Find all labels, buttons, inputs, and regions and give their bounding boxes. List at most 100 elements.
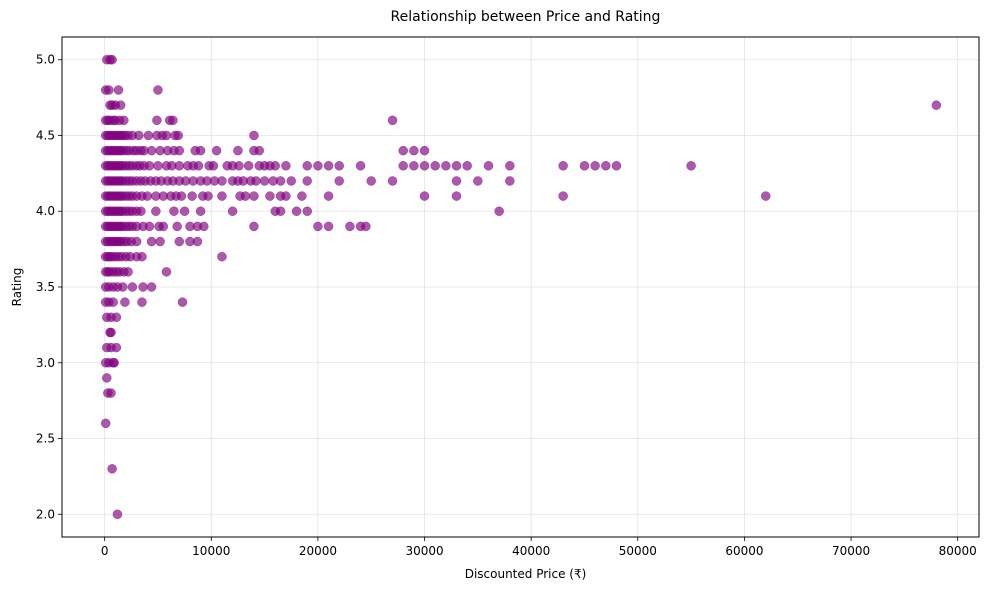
y-tick-label: 5.0 [36, 53, 55, 67]
data-point [137, 251, 147, 262]
data-point [398, 145, 408, 156]
data-point [275, 206, 286, 216]
data-point [686, 161, 696, 171]
data-point [106, 388, 116, 398]
data-point [151, 206, 161, 216]
data-point [177, 297, 188, 307]
data-point [158, 221, 169, 232]
x-tick-label: 80000 [939, 544, 977, 558]
data-point [112, 509, 123, 520]
data-point [153, 85, 163, 95]
x-tick-label: 60000 [725, 544, 763, 558]
data-point [286, 176, 296, 186]
data-point [138, 282, 148, 292]
data-point [345, 221, 355, 232]
data-point [451, 161, 462, 171]
data-point [281, 191, 291, 201]
data-point [419, 191, 430, 201]
data-point [193, 161, 204, 171]
data-point [104, 85, 114, 95]
data-point [243, 161, 254, 171]
data-point [275, 176, 286, 186]
data-point [398, 161, 408, 171]
y-tick-label: 2.0 [36, 507, 55, 521]
data-point [451, 176, 462, 186]
data-point [161, 130, 172, 141]
data-point [127, 282, 138, 292]
data-point [760, 191, 771, 201]
data-point [208, 161, 219, 171]
data-point [106, 327, 116, 338]
data-point [152, 115, 162, 126]
data-point [281, 161, 291, 171]
data-point [174, 161, 185, 171]
data-point [136, 206, 146, 216]
data-point [419, 161, 430, 171]
data-point [142, 191, 153, 201]
data-point [199, 221, 209, 232]
data-point [107, 54, 117, 65]
data-point [254, 145, 265, 156]
data-point [227, 206, 238, 216]
data-point [102, 373, 112, 383]
data-point [505, 176, 515, 186]
data-point [217, 251, 227, 262]
data-point [505, 161, 515, 171]
y-tick-label: 3.0 [36, 356, 55, 370]
data-point [168, 115, 178, 126]
data-point [249, 130, 259, 141]
y-axis-ticks: 2.0 2.5 3.0 3.5 4.0 4.5 5.0 [36, 53, 62, 521]
data-point [146, 282, 157, 292]
x-tick-label: 40000 [512, 544, 550, 558]
data-point [146, 236, 157, 247]
data-point [179, 206, 190, 216]
data-point [601, 161, 611, 171]
x-tick-label: 30000 [405, 544, 443, 558]
data-point [211, 145, 222, 156]
data-point [291, 206, 302, 216]
data-point [387, 176, 398, 186]
data-point [240, 191, 251, 201]
y-tick-label: 4.0 [36, 204, 55, 218]
data-point [558, 161, 568, 171]
data-point [143, 130, 154, 141]
data-point [366, 176, 376, 186]
data-point [176, 191, 187, 201]
data-points [100, 54, 942, 520]
data-point [134, 130, 144, 141]
data-point [120, 297, 130, 307]
data-point [297, 191, 307, 201]
data-point [451, 191, 462, 201]
x-axis-label: Discounted Price (₹) [465, 567, 587, 581]
data-point [144, 221, 155, 232]
data-point [111, 312, 122, 323]
data-point [217, 176, 227, 186]
data-point [144, 161, 155, 171]
data-point [302, 161, 312, 171]
x-tick-label: 0 [101, 544, 109, 558]
data-point [234, 161, 244, 171]
data-point [334, 176, 344, 186]
data-point [558, 191, 568, 201]
data-point [361, 221, 371, 232]
data-point [115, 100, 126, 110]
data-point [249, 191, 259, 201]
data-point [118, 282, 128, 292]
data-point [313, 161, 323, 171]
data-point [590, 161, 600, 171]
data-point [187, 191, 197, 201]
data-point [155, 236, 165, 247]
data-point [441, 161, 451, 171]
data-point [111, 342, 122, 353]
y-tick-label: 2.5 [36, 432, 55, 446]
data-point [119, 115, 129, 126]
x-tick-label: 70000 [832, 544, 870, 558]
data-point [107, 464, 117, 474]
data-point [217, 191, 227, 201]
data-point [169, 206, 179, 216]
data-point [251, 176, 261, 186]
data-point [579, 161, 590, 171]
data-point [153, 161, 163, 171]
data-point [387, 115, 398, 126]
data-point [409, 145, 419, 156]
